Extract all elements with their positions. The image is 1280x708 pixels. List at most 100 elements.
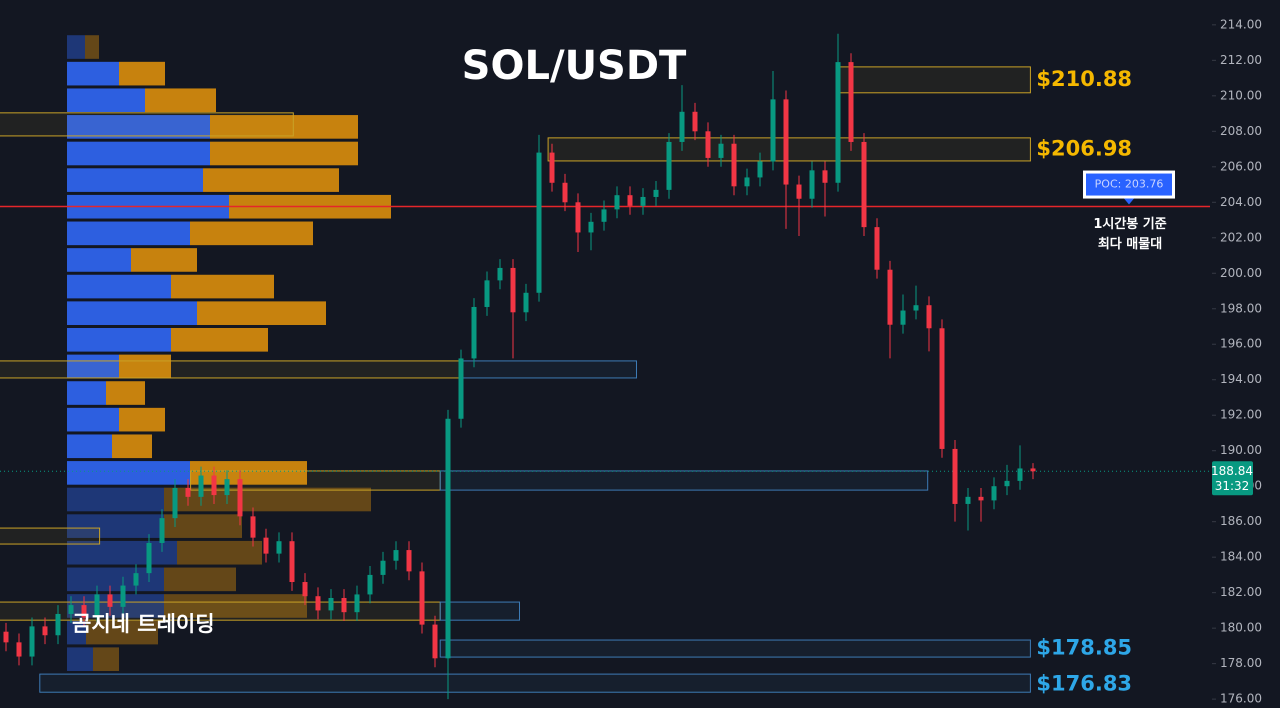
candle-body bbox=[848, 62, 854, 142]
candle-body bbox=[94, 594, 100, 618]
candle-body bbox=[81, 605, 87, 618]
profile-buy-bar bbox=[67, 274, 171, 299]
candle-body bbox=[380, 560, 386, 575]
poc-note: 1시간봉 기준 bbox=[1093, 216, 1166, 232]
profile-sell-bar bbox=[171, 327, 268, 352]
y-tick-label: 206.00 bbox=[1220, 159, 1262, 173]
profile-buy-bar bbox=[67, 115, 210, 139]
candle-body bbox=[705, 131, 711, 158]
profile-buy-bar bbox=[67, 647, 93, 672]
candle-body bbox=[978, 496, 984, 501]
volume-profile bbox=[67, 35, 391, 672]
candle-body bbox=[302, 582, 308, 597]
zone-price-label: $210.88 bbox=[1036, 67, 1132, 91]
profile-buy-bar bbox=[67, 141, 210, 166]
candle-body bbox=[575, 202, 581, 233]
profile-sell-bar bbox=[93, 647, 119, 672]
candle-body bbox=[1017, 468, 1023, 481]
profile-buy-bar bbox=[67, 327, 171, 352]
profile-sell-bar bbox=[164, 594, 307, 618]
candle-body bbox=[874, 227, 880, 270]
zones bbox=[0, 66, 1210, 693]
overlay: 214.00 212.00 210.00 208.00 206.00 204.00 202.… bbox=[1036, 17, 1262, 705]
candle-body bbox=[250, 516, 256, 538]
y-tick-label: 182.00 bbox=[1220, 585, 1262, 599]
candle-body bbox=[354, 594, 360, 613]
profile-sell-bar bbox=[203, 168, 339, 192]
candle-body bbox=[224, 479, 230, 496]
candle-body bbox=[731, 143, 737, 187]
candle-body bbox=[55, 613, 61, 636]
candle-body bbox=[471, 306, 477, 359]
profile-sell-bar bbox=[177, 540, 262, 565]
candle-body bbox=[185, 487, 191, 497]
profile-buy-bar bbox=[67, 461, 190, 485]
price-zone bbox=[0, 601, 441, 621]
profile-sell-bar bbox=[86, 620, 158, 645]
profile-buy-bar bbox=[67, 487, 164, 512]
poc-label: POC: 203.76 bbox=[1095, 178, 1164, 191]
candle-body bbox=[120, 585, 126, 607]
profile-sell-bar bbox=[145, 88, 216, 113]
profile-sell-bar bbox=[112, 434, 152, 459]
poc-box bbox=[1086, 173, 1172, 196]
candle-body bbox=[432, 624, 438, 659]
candle-body bbox=[887, 269, 893, 325]
profile-sell-bar bbox=[119, 61, 165, 86]
candle-body bbox=[484, 280, 490, 307]
profile-buy-bar bbox=[67, 35, 85, 59]
y-tick-label: 180.00 bbox=[1220, 621, 1262, 635]
y-tick-label: 200.00 bbox=[1220, 266, 1262, 280]
candle-body bbox=[835, 62, 841, 183]
poc-pointer bbox=[1124, 198, 1134, 205]
profile-buy-bar bbox=[67, 620, 86, 645]
profile-buy-bar bbox=[67, 61, 119, 86]
candle-body bbox=[341, 597, 347, 613]
price-zone bbox=[547, 137, 1031, 162]
countdown-label: 31:32 bbox=[1215, 479, 1250, 493]
profile-buy-bar bbox=[67, 88, 145, 113]
candle-body bbox=[497, 267, 503, 281]
profile-buy-bar bbox=[67, 594, 164, 618]
candle-body bbox=[913, 305, 919, 311]
candle-body bbox=[562, 182, 568, 203]
zone-price-label: $176.83 bbox=[1036, 671, 1132, 695]
candle-body bbox=[68, 605, 74, 614]
profile-sell-bar bbox=[210, 115, 358, 139]
candle-body bbox=[965, 496, 971, 504]
profile-sell-bar bbox=[164, 487, 371, 512]
candle-body bbox=[328, 597, 334, 611]
profile-buy-bar bbox=[67, 434, 112, 459]
candle-body bbox=[926, 305, 932, 329]
profile-sell-bar bbox=[190, 461, 307, 485]
candle-body bbox=[198, 475, 204, 497]
candle-body bbox=[393, 550, 399, 561]
price-zone bbox=[39, 673, 1031, 693]
candle-body bbox=[653, 189, 659, 197]
candle-body bbox=[3, 631, 9, 643]
zone-price-label: $206.98 bbox=[1036, 136, 1132, 160]
candle-body bbox=[367, 574, 373, 595]
profile-buy-bar bbox=[67, 514, 164, 538]
candle-body bbox=[16, 642, 22, 657]
price-zone bbox=[0, 527, 101, 545]
y-tick-label: 214.00 bbox=[1220, 17, 1262, 31]
candle-body bbox=[952, 448, 958, 504]
y-tick-label: 186.00 bbox=[1220, 514, 1262, 528]
candle-body bbox=[42, 626, 48, 636]
profile-sell-bar bbox=[106, 381, 145, 405]
y-tick-label: 190.00 bbox=[1220, 443, 1262, 457]
candle-body bbox=[627, 195, 633, 206]
profile-sell-bar bbox=[210, 141, 358, 166]
candle-body bbox=[510, 267, 516, 313]
y-tick-label: 210.00 bbox=[1220, 88, 1262, 102]
candle-body bbox=[757, 161, 763, 178]
y-tick-label: 208.00 bbox=[1220, 124, 1262, 138]
candle-body bbox=[549, 152, 555, 183]
profile-buy-bar bbox=[67, 567, 164, 592]
candle-body bbox=[796, 184, 802, 199]
y-tick-label: 198.00 bbox=[1220, 301, 1262, 315]
candle-body bbox=[640, 196, 646, 206]
candle-body bbox=[939, 328, 945, 449]
